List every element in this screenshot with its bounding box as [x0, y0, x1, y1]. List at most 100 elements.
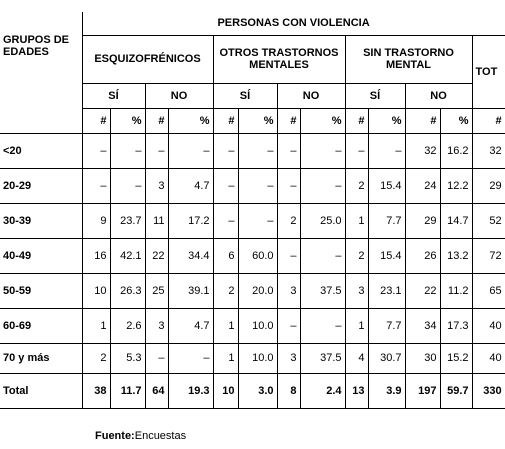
cell: – [344, 132, 369, 169]
table: GRUPOS DE EDADES PERSONAS CON VIOLENCIA ES… [0, 12, 505, 409]
group-header-line: MENTALES [249, 59, 309, 71]
cell: 65 [471, 272, 505, 309]
cell: 39.1 [167, 272, 214, 309]
subheader: NO [144, 82, 214, 109]
cell: – [299, 307, 346, 344]
cell: 17.2 [167, 202, 214, 239]
source-label: Fuente: [95, 430, 135, 442]
cell: 10.0 [237, 307, 278, 344]
cell: 7.7 [367, 307, 406, 344]
cell: 197 [404, 372, 441, 409]
cell: 64 [144, 372, 169, 409]
table-row: 70 y más 2 5.3– –1 10.0 3 37.5 4 30.7 30 15.2 40 [0, 342, 505, 374]
cell: 19.3 [167, 372, 214, 409]
cell: 26.3 [109, 272, 146, 309]
row-label: Total [0, 372, 83, 409]
group-header-line: OTROS TRASTORNOS [219, 47, 339, 59]
subheader: SÍ [344, 82, 406, 109]
cell: 59.7 [439, 372, 473, 409]
group-header-line: SIN TRASTORNO [363, 47, 454, 59]
row-label: 40-49 [0, 237, 83, 274]
cell: 42.1 [109, 237, 146, 274]
cell: 1 [212, 307, 239, 344]
table-row: ESQUIZOFRÉNICOS OTROS TRASTORNOS MENTALES S… [0, 34, 505, 109]
cell: – [237, 167, 278, 204]
cell: 29 [471, 167, 505, 204]
subheader: NO [404, 82, 473, 109]
cell: 23.1 [367, 272, 406, 309]
cell: – [109, 167, 146, 204]
cell: – [299, 132, 346, 169]
cell: 25.0 [299, 202, 346, 239]
cell: 4.7 [167, 307, 214, 344]
row-label: 70 y más [0, 342, 83, 374]
cell: – [276, 237, 301, 274]
cell: 30 [404, 342, 441, 374]
group-header: SIN TRASTORNO MENTAL [344, 34, 473, 84]
cell: 1 [344, 307, 369, 344]
cell: 72 [471, 237, 505, 274]
cell: – [237, 132, 278, 169]
cell: 40 [471, 307, 505, 344]
table-row: 60-69 1 2.6 3 4.7 1 10.0– –1 7.7 34 17.3 40 [0, 307, 505, 344]
cell: 20.0 [237, 272, 278, 309]
cell: 24 [404, 167, 441, 204]
cell: 2 [276, 202, 301, 239]
unit-header: % [237, 107, 278, 134]
cell: 60.0 [237, 237, 278, 274]
cell: – [167, 132, 214, 169]
table-wrap: GRUPOS DE EDADES PERSONAS CON VIOLENCIA ES… [0, 12, 505, 409]
cell: 16 [81, 237, 111, 274]
cell: 4.7 [167, 167, 214, 204]
cell: 3 [276, 272, 301, 309]
cell: – [212, 167, 239, 204]
cell: 3 [144, 167, 169, 204]
unit-header: # [81, 107, 111, 134]
cell: 13.2 [439, 237, 473, 274]
cell: 3.0 [237, 372, 278, 409]
cell: 11.7 [109, 372, 146, 409]
row-label: 60-69 [0, 307, 83, 344]
cell: 1 [212, 342, 239, 374]
cell: 25 [144, 272, 169, 309]
cell: – [144, 342, 169, 374]
cell: – [276, 307, 301, 344]
cell: – [212, 132, 239, 169]
cell: – [81, 132, 111, 169]
row-label: 30-39 [0, 202, 83, 239]
table-row: 50-59 10 26.3 25 39.1 2 20.0 3 37.5 3 23.1 22 11.2 65 [0, 272, 505, 309]
unit-header: % [439, 107, 473, 134]
unit-header: % [299, 107, 346, 134]
cell: 34.4 [167, 237, 214, 274]
table-row: 20-29– –3 4.7– – – –2 15.4 24 12.2 29 [0, 167, 505, 204]
subheader: SÍ [81, 82, 146, 109]
cell: 3.9 [367, 372, 406, 409]
cell: 2 [212, 272, 239, 309]
cell: 22 [404, 272, 441, 309]
cell: – [276, 167, 301, 204]
cell: – [167, 342, 214, 374]
table-row: GRUPOS DE EDADES PERSONAS CON VIOLENCIA [0, 12, 505, 134]
cell: 10 [81, 272, 111, 309]
unit-header: % [167, 107, 214, 134]
unit-header: % [109, 107, 146, 134]
cell: 26 [404, 237, 441, 274]
table-title: PERSONAS CON VIOLENCIA [81, 12, 505, 36]
table-row: <20– – – – – – – – – –32 16.2 32 [0, 132, 505, 169]
unit-header: # [344, 107, 369, 134]
cell: 5.3 [109, 342, 146, 374]
cell: 2.6 [109, 307, 146, 344]
cell: – [299, 167, 346, 204]
cell: 22 [144, 237, 169, 274]
cell: 38 [81, 372, 111, 409]
subheader: SÍ [212, 82, 278, 109]
cell: 9 [81, 202, 111, 239]
group-header: ESQUIZOFRÉNICOS [81, 34, 214, 84]
cell: 11 [144, 202, 169, 239]
cell: 14.7 [439, 202, 473, 239]
unit-header: # [212, 107, 239, 134]
cell: 37.5 [299, 272, 346, 309]
cell: 10 [212, 372, 239, 409]
cell: 52 [471, 202, 505, 239]
